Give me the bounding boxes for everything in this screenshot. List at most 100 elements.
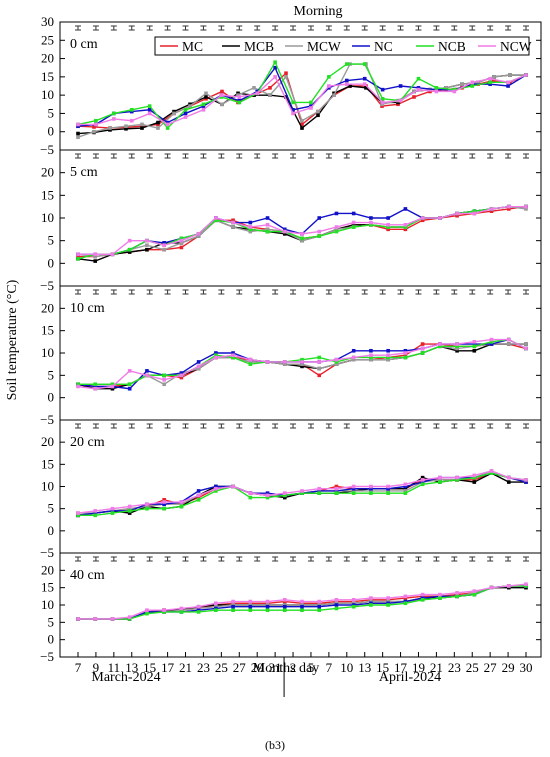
data-point-mc bbox=[179, 245, 184, 250]
data-point-nc bbox=[196, 360, 201, 364]
y-tick-label: 5 bbox=[48, 614, 55, 629]
data-point-ncw bbox=[524, 73, 528, 77]
data-point-mcw bbox=[334, 227, 339, 232]
data-point-mcw bbox=[284, 75, 288, 79]
data-point-ncb bbox=[403, 355, 408, 360]
data-point-mcw bbox=[145, 504, 149, 509]
data-point-ncw bbox=[362, 82, 367, 86]
data-point-nc bbox=[162, 241, 166, 245]
data-point-ncw bbox=[76, 252, 80, 257]
data-point-mc bbox=[334, 484, 339, 489]
data-point-ncb bbox=[386, 355, 390, 360]
error-bar bbox=[379, 153, 386, 159]
panel-frame bbox=[59, 149, 542, 287]
data-point-ncw bbox=[455, 591, 459, 595]
error-bar bbox=[236, 423, 243, 429]
data-point-ncw bbox=[489, 207, 494, 211]
y-tick-label: −5 bbox=[40, 412, 54, 427]
data-point-ncb bbox=[248, 362, 253, 366]
data-point-ncb bbox=[369, 491, 373, 495]
data-point-ncw bbox=[93, 386, 98, 391]
error-bar bbox=[451, 556, 458, 562]
error-bar bbox=[272, 423, 279, 429]
data-point-ncb bbox=[162, 373, 166, 378]
data-point-ncw bbox=[291, 111, 295, 116]
data-point-mc bbox=[220, 89, 224, 94]
error-bar bbox=[433, 289, 440, 295]
data-point-ncb bbox=[112, 111, 116, 116]
data-point-ncw bbox=[472, 211, 477, 216]
data-point-ncw bbox=[127, 615, 132, 619]
chart-title: Morning bbox=[294, 4, 343, 19]
x-tick-label: 25 bbox=[215, 660, 228, 675]
x-tick-label: 7 bbox=[326, 660, 333, 675]
y-axis-label: Soil temperature (°C) bbox=[5, 279, 20, 400]
data-point-nc bbox=[214, 484, 218, 489]
data-point-nc bbox=[291, 107, 295, 112]
data-point-ncb bbox=[162, 506, 166, 511]
data-point-nc bbox=[282, 604, 287, 609]
data-point-mcw bbox=[196, 366, 201, 371]
error-bar bbox=[92, 25, 99, 31]
data-point-ncb bbox=[420, 351, 425, 355]
data-point-mcw bbox=[524, 207, 528, 211]
y-tick-label: 10 bbox=[41, 597, 54, 612]
y-tick-label: 0 bbox=[48, 523, 55, 538]
data-point-mcw bbox=[172, 111, 176, 116]
data-point-nc bbox=[334, 603, 339, 607]
data-point-mcb bbox=[455, 348, 459, 353]
depth-label: 5 cm bbox=[70, 165, 98, 180]
data-point-nc bbox=[110, 509, 115, 513]
data-point-ncw bbox=[369, 484, 373, 489]
error-bar bbox=[236, 289, 243, 295]
y-tick-label: 0 bbox=[48, 255, 55, 270]
data-point-nc bbox=[214, 351, 218, 355]
legend-box bbox=[154, 36, 530, 56]
error-bar bbox=[75, 153, 81, 159]
data-point-nc bbox=[506, 84, 510, 88]
error-bar bbox=[307, 153, 314, 159]
depth-label: 0 cm bbox=[70, 37, 98, 52]
data-point-ncb bbox=[93, 382, 98, 387]
legend: MC MCB MCW NC NCB NCW bbox=[154, 36, 532, 56]
data-point-ncw bbox=[317, 360, 322, 364]
data-point-mcw bbox=[351, 357, 356, 362]
data-point-ncw bbox=[94, 122, 98, 127]
data-point-ncw bbox=[231, 484, 235, 489]
data-point-ncb bbox=[265, 495, 270, 500]
data-point-ncw bbox=[237, 95, 242, 99]
data-point-ncw bbox=[265, 360, 270, 364]
error-bar bbox=[182, 556, 189, 562]
data-point-ncw bbox=[110, 617, 115, 621]
data-point-ncb bbox=[416, 76, 421, 81]
data-point-ncw bbox=[524, 478, 528, 482]
data-point-ncw bbox=[334, 225, 339, 229]
error-bar bbox=[397, 153, 404, 159]
x-tick-label: 19 bbox=[412, 660, 425, 675]
data-point-ncw bbox=[145, 238, 149, 243]
data-point-nc bbox=[351, 486, 356, 491]
data-point-mcw bbox=[162, 382, 166, 387]
data-point-mcb bbox=[188, 102, 192, 107]
data-point-mc bbox=[396, 102, 400, 107]
data-point-ncw bbox=[506, 584, 511, 588]
data-point-nc bbox=[403, 484, 408, 489]
y-tick-label: 5 bbox=[48, 233, 55, 248]
error-bar bbox=[272, 556, 279, 562]
data-point-ncb bbox=[438, 344, 442, 349]
data-point-mcb bbox=[172, 109, 176, 114]
error-bar bbox=[397, 289, 404, 295]
data-point-ncb bbox=[265, 608, 270, 612]
error-bar bbox=[200, 153, 207, 159]
data-point-mcw bbox=[317, 366, 322, 371]
data-point-ncb bbox=[282, 608, 287, 612]
error-bar bbox=[218, 153, 225, 159]
error-bar bbox=[361, 153, 368, 159]
error-bar bbox=[290, 289, 297, 295]
error-bar bbox=[325, 289, 332, 295]
data-point-ncb bbox=[369, 603, 373, 607]
error-bar bbox=[325, 25, 332, 31]
data-point-mc bbox=[489, 209, 494, 213]
error-bar bbox=[415, 153, 422, 159]
x-tick-label: 15 bbox=[376, 660, 389, 675]
